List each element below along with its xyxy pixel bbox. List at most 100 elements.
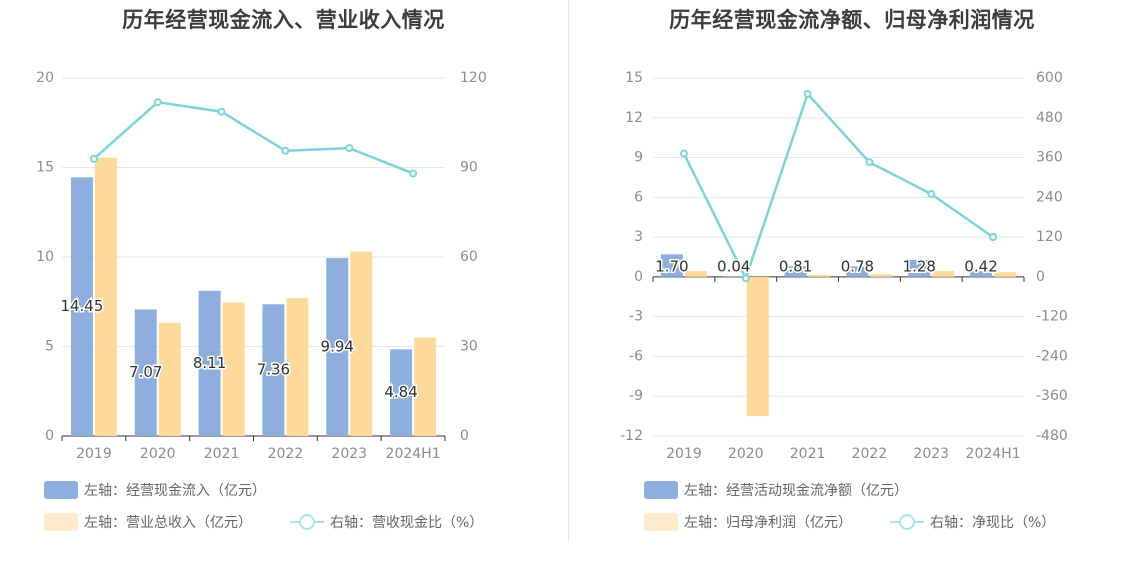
right-axis-tick-label: 240 xyxy=(1036,189,1063,205)
legend-label: 右轴：营收现金比（%） xyxy=(330,515,484,531)
x-axis-tick-label: 2021 xyxy=(790,446,826,462)
left-axis-tick-label: 12 xyxy=(625,110,643,126)
left-axis-tick-label: -6 xyxy=(629,348,643,364)
left-axis-tick-label: 10 xyxy=(36,249,54,265)
legend-label: 左轴：营业总收入（亿元） xyxy=(84,515,252,531)
chart-title: 历年经营现金流入、营业收入情况 xyxy=(122,8,445,32)
legend-label: 右轴：净现比（%） xyxy=(930,515,1056,531)
right-axis-tick-label: 120 xyxy=(1036,229,1063,245)
bar-series-a xyxy=(390,349,413,436)
x-axis-tick-label: 2023 xyxy=(331,446,367,462)
legend-line-swatch xyxy=(290,513,324,531)
bar-series-a xyxy=(262,304,285,436)
bar-series-a xyxy=(70,177,93,436)
right-axis-tick-label: 60 xyxy=(460,249,478,265)
legend-item[interactable]: 左轴：营业总收入（亿元） xyxy=(44,512,252,532)
left-axis-tick-label: -3 xyxy=(629,309,643,325)
left-axis-tick-label: -9 xyxy=(629,388,643,404)
legend-item[interactable]: 右轴：营收现金比（%） xyxy=(290,512,483,532)
ratio-point xyxy=(281,146,290,155)
x-axis-tick-label: 2023 xyxy=(913,446,949,462)
left-axis-tick-label: -12 xyxy=(620,428,643,444)
ratio-point xyxy=(217,107,226,116)
panel-divider xyxy=(568,0,569,542)
right-axis-tick-label: -120 xyxy=(1036,309,1068,325)
left-axis-tick-label: 15 xyxy=(625,70,643,86)
x-axis-tick-label: 2024H1 xyxy=(966,446,1021,462)
bar-series-a xyxy=(198,290,221,436)
ratio-point xyxy=(345,144,354,153)
left-axis-tick-label: 6 xyxy=(634,189,643,205)
bar-series-a xyxy=(846,266,869,277)
right-axis-tick-label: 600 xyxy=(1036,70,1063,86)
data-label: 4.84 xyxy=(384,383,417,401)
right-axis-tick-label: 480 xyxy=(1036,110,1063,126)
data-label: 7.36 xyxy=(257,361,290,379)
ratio-point xyxy=(409,169,418,178)
ratio-point xyxy=(89,154,98,163)
left-axis-tick-label: 0 xyxy=(45,428,54,444)
bar-series-b xyxy=(414,337,437,436)
left-axis-tick-label: 5 xyxy=(45,339,54,355)
x-axis-tick-label: 2024H1 xyxy=(386,446,441,462)
left-axis-tick-label: 9 xyxy=(634,150,643,166)
legend-swatch xyxy=(644,513,678,531)
ratio-point xyxy=(741,274,750,283)
x-axis-tick-label: 2020 xyxy=(140,446,176,462)
bar-series-a xyxy=(660,254,683,277)
legend-swatch xyxy=(44,481,78,499)
right-axis-tick-label: 0 xyxy=(460,428,469,444)
left-axis-tick-label: 15 xyxy=(36,160,54,176)
x-axis-tick-label: 2022 xyxy=(852,446,888,462)
bar-series-a xyxy=(784,266,807,277)
right-axis-tick-label: 0 xyxy=(1036,269,1045,285)
right-axis-tick-label: -480 xyxy=(1036,428,1068,444)
cashflow-revenue-chart: 0 5 10 15 20 0 30 60 90 120 2019 2020 2021 2022 2023 20… xyxy=(36,70,487,462)
right-axis-tick-label: -360 xyxy=(1036,388,1068,404)
ratio-point xyxy=(927,190,936,199)
legend-swatch xyxy=(44,513,78,531)
bar-series-b xyxy=(746,276,769,417)
left-axis-tick-label: 0 xyxy=(634,269,643,285)
legend-label: 左轴：归母净利润（亿元） xyxy=(684,515,852,531)
bar-series-b xyxy=(808,274,831,277)
legend-item[interactable]: 右轴：净现比（%） xyxy=(890,512,1055,532)
right-axis-tick-label: 90 xyxy=(460,160,478,176)
legend-item[interactable]: 左轴：经营活动现金流净额（亿元） xyxy=(644,480,908,500)
bar-series-b xyxy=(684,270,707,277)
x-axis-tick-label: 2020 xyxy=(728,446,764,462)
bar-series-a xyxy=(326,258,349,436)
bar-series-a xyxy=(970,271,993,277)
bar-series-a xyxy=(908,259,931,277)
data-label: 1.28 xyxy=(903,257,936,275)
bar-series-a xyxy=(134,309,157,436)
left-axis-tick-label: 3 xyxy=(634,229,643,245)
data-label: 0.81 xyxy=(779,257,812,275)
legend-label: 左轴：经营活动现金流净额（亿元） xyxy=(684,483,908,499)
legend-item[interactable]: 左轴：经营现金流入（亿元） xyxy=(44,480,266,500)
legend-item[interactable]: 左轴：归母净利润（亿元） xyxy=(644,512,852,532)
data-label: 1.70 xyxy=(655,257,688,275)
data-label: 8.11 xyxy=(193,354,226,372)
legend-label: 左轴：经营现金流入（亿元） xyxy=(84,483,266,499)
left-axis-tick-label: 20 xyxy=(36,70,54,86)
legend-line-swatch xyxy=(890,513,924,531)
bar-series-b xyxy=(870,274,893,277)
x-axis-tick-label: 2019 xyxy=(666,446,702,462)
data-label: 0.78 xyxy=(841,257,874,275)
bar-series-b xyxy=(932,270,955,277)
ratio-point xyxy=(989,233,998,242)
x-axis-tick-label: 2021 xyxy=(204,446,240,462)
x-axis-tick-label: 2022 xyxy=(268,446,304,462)
bar-series-b xyxy=(994,272,1017,277)
ratio-point xyxy=(865,158,874,167)
bar-series-b xyxy=(350,251,373,436)
netcash-profit-chart: -12 -9 -6 -3 0 3 6 9 12 15 -480 -360 -240 -120 0 120 240… xyxy=(620,70,1068,462)
bar-series-a xyxy=(722,276,745,277)
bar-series-b xyxy=(94,157,117,436)
bar-series-b xyxy=(286,298,309,436)
chart-title: 历年经营现金流净额、归母净利润情况 xyxy=(669,8,1035,32)
bar-series-b xyxy=(158,322,181,436)
data-label: 14.45 xyxy=(60,297,103,315)
